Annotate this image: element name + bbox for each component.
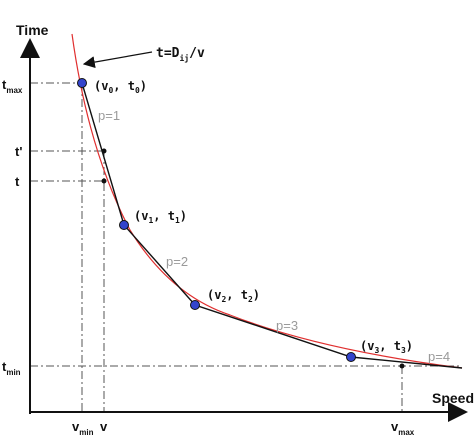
x-tick-vmax: vmax [391, 419, 415, 437]
piecewise-approximation [81, 82, 463, 369]
y-tick-t: t [15, 174, 20, 189]
point-label-3: (v3, t3) [360, 339, 413, 355]
breakpoint-3 [346, 352, 356, 362]
dot-t [101, 178, 107, 184]
breakpoint-2 [190, 300, 200, 310]
y-tick-labels: tmax t' t tmin [2, 77, 23, 377]
formula-arrow [82, 51, 153, 69]
breakpoints [77, 78, 356, 362]
x-axis-title: Speed [432, 390, 474, 406]
breakpoint-labels: (v0, t0) (v1, t1) (v2, t2) (v3, t3) [94, 79, 413, 355]
point-label-0: (v0, t0) [94, 79, 147, 95]
y-tick-tprime: t' [15, 144, 22, 159]
x-tick-v: v [100, 419, 108, 434]
segment-label-p4: p=4 [428, 349, 450, 364]
x-tick-labels: vmin v vmax [72, 419, 415, 437]
segment-label-p1: p=1 [98, 108, 120, 123]
x-tick-vmin: vmin [72, 419, 94, 437]
y-tick-tmax: tmax [2, 77, 23, 95]
breakpoint-0 [77, 78, 87, 88]
breakpoint-1 [119, 220, 129, 230]
guide-lines [30, 82, 460, 412]
segment-label-p2: p=2 [166, 254, 188, 269]
intersection-dots [101, 148, 405, 369]
y-axis-title: Time [16, 22, 49, 38]
point-label-1: (v1, t1) [134, 209, 187, 225]
dot-vmax-tmin [399, 363, 405, 369]
point-label-2: (v2, t2) [207, 288, 260, 304]
y-tick-tmin: tmin [2, 359, 21, 377]
segment-label-p3: p=3 [276, 318, 298, 333]
segment-labels: p=1 p=2 p=3 p=4 [98, 108, 450, 364]
curve-formula-label: t=Dij/v [156, 46, 205, 63]
dot-tprime [101, 148, 107, 154]
